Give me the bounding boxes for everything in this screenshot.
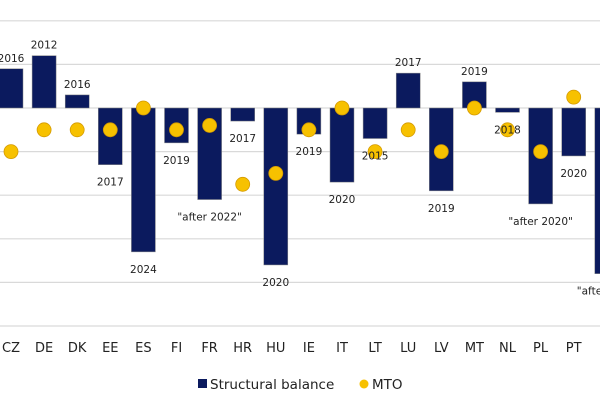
mto-marker-EE: [102, 122, 118, 138]
bar-annotation: 2015: [362, 151, 389, 163]
mto-markers: [3, 89, 582, 192]
x-tick-label: IT: [336, 341, 348, 356]
mto-marker-IE: [301, 122, 317, 138]
legend-label-mto: MTO: [372, 377, 403, 393]
bar-HU: [263, 107, 289, 266]
x-tick-label: NL: [499, 341, 517, 356]
x-tick-label: EE: [102, 341, 118, 356]
x-tick-label: PT: [566, 341, 582, 356]
mto-marker-PL: [533, 144, 548, 160]
bar-annotation: 2020: [329, 194, 356, 206]
bar-annotation: "after 2020": [508, 216, 573, 228]
mto-marker-FR: [202, 118, 218, 133]
legend: Structural balance MTO: [198, 377, 403, 393]
x-tick-label: HU: [266, 341, 285, 356]
x-tick-label: MT: [465, 341, 484, 356]
mto-marker-PT: [566, 89, 582, 105]
mto-marker-MT: [466, 100, 482, 116]
mto-marker-LV: [433, 144, 449, 160]
x-tick-label: IE: [303, 341, 315, 356]
mto-marker-FI: [169, 122, 184, 138]
mto-marker-IT: [334, 100, 350, 116]
bar-NL: [495, 107, 520, 113]
bar-annotation: 2024: [130, 264, 157, 276]
mto-marker-HR: [235, 176, 251, 192]
mto-marker-ES: [135, 100, 151, 116]
bar-CZ: [0, 68, 24, 109]
bar-PT: [561, 107, 586, 157]
mto-marker-NL: [500, 122, 515, 138]
bars: [0, 55, 600, 274]
gridlines: [0, 20, 600, 327]
bar-ES: [131, 107, 156, 253]
x-tick-label: LU: [400, 341, 416, 356]
bar-annotations: 2016 2012 2016 2017 2024 2019 "after 2022" 2017…: [0, 40, 600, 298]
bar-annotation: 2017: [395, 57, 422, 69]
x-tick-labels: CZ DE DK EE ES FI FR HR HU IE IT LT LU LV MT NL PL PT: [2, 341, 582, 356]
bar-annotation: 2020: [560, 168, 587, 180]
bar-annotation: 2020: [262, 277, 289, 289]
bar-annotation: "afte: [577, 286, 600, 298]
bar-annotation: 2019: [461, 66, 488, 78]
mto-marker-CZ: [3, 144, 19, 160]
bar-LU: [395, 72, 421, 109]
bar-annotation: 2017: [97, 177, 124, 189]
x-tick-label: LT: [368, 341, 381, 356]
bar-annotation: 2012: [31, 40, 58, 52]
legend-swatch-mto: [359, 379, 369, 389]
bar-LT: [362, 107, 388, 139]
mto-marker-LU: [400, 122, 416, 138]
bar-annotation: 2018: [494, 124, 521, 136]
mto-marker-DE: [36, 122, 52, 138]
x-tick-label: CZ: [2, 341, 20, 356]
legend-swatch-structural-balance: [198, 379, 207, 388]
bar-annotation: 2016: [0, 53, 25, 65]
bar-annotation: 2016: [64, 79, 91, 91]
x-tick-label: PL: [533, 341, 549, 356]
mto-marker-DK: [69, 122, 85, 138]
x-tick-label: LV: [434, 341, 449, 356]
mto-marker-HU: [268, 165, 284, 181]
bar-partial: [594, 107, 600, 274]
bar-annotation: 2019: [296, 146, 323, 158]
x-tick-label: DE: [35, 341, 53, 356]
bar-annotation: 2017: [229, 133, 256, 145]
bar-DE: [31, 55, 57, 109]
bar-IT: [329, 107, 355, 183]
x-tick-label: FR: [201, 341, 218, 356]
x-tick-label: HR: [233, 341, 252, 356]
x-tick-label: FI: [171, 341, 182, 356]
mto-marker-LT: [367, 144, 383, 160]
bar-DK: [64, 94, 90, 109]
bar-annotation: 2019: [163, 155, 190, 167]
x-tick-label: ES: [135, 341, 151, 356]
legend-label-structural-balance: Structural balance: [210, 377, 334, 393]
bar-annotation: "after 2022": [177, 212, 242, 224]
x-tick-label: DK: [68, 341, 87, 356]
bar-annotation: 2019: [428, 203, 455, 215]
bar-HR: [230, 107, 255, 122]
